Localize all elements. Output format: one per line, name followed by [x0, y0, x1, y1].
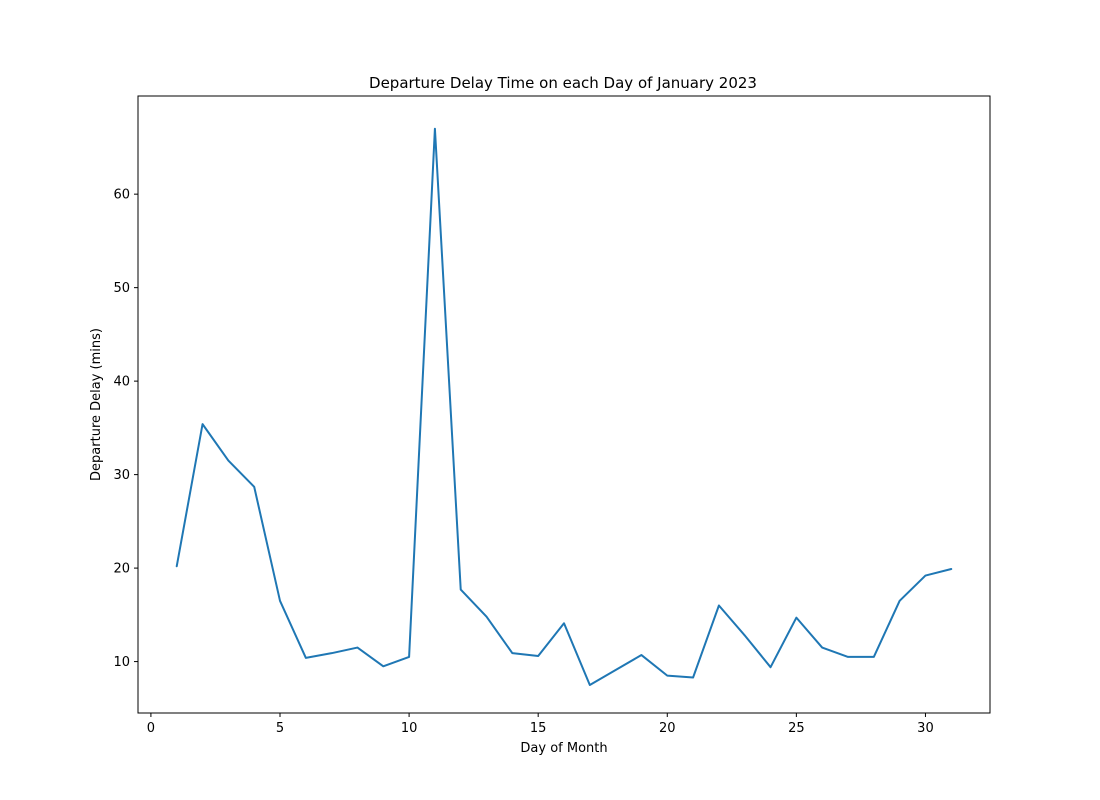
y-tick-label: 20 — [113, 562, 130, 577]
y-tick-label: 10 — [113, 655, 130, 670]
x-tick-label: 30 — [917, 721, 934, 736]
y-tick-label: 40 — [113, 375, 130, 390]
x-tick-label: 25 — [788, 721, 805, 736]
plot-area — [175, 127, 953, 686]
plot-frame — [137, 95, 991, 714]
y-tick-label: 60 — [113, 188, 130, 203]
y-axis-ticks: 10 20 30 40 50 60 — [113, 188, 138, 670]
x-tick-label: 0 — [147, 721, 155, 736]
x-tick-label: 20 — [659, 721, 676, 736]
x-tick-label: 15 — [530, 721, 547, 736]
x-axis-ticks: 0 5 10 15 20 25 30 — [147, 713, 934, 736]
x-axis-label: Day of Month — [520, 741, 607, 756]
chart-title: Departure Delay Time on each Day of Janu… — [369, 74, 757, 92]
x-tick-label: 10 — [401, 721, 418, 736]
x-tick-label: 5 — [276, 721, 284, 736]
y-tick-label: 50 — [113, 281, 130, 296]
series-line — [175, 127, 953, 686]
y-tick-label: 30 — [113, 468, 130, 483]
y-axis-label: Departure Delay (mins) — [89, 328, 104, 481]
